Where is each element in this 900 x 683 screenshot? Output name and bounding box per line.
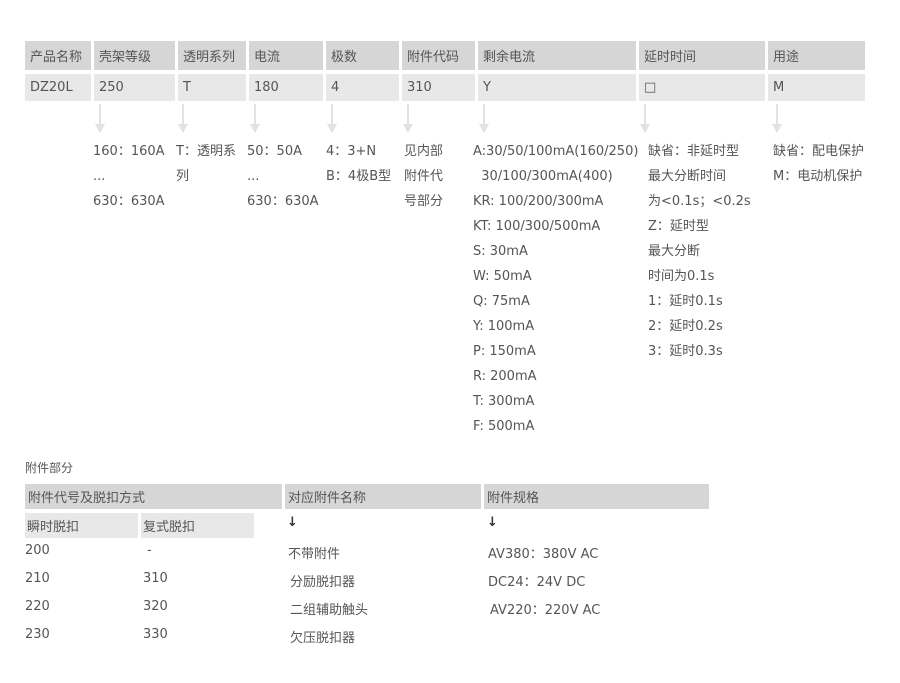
accessory-name: 欠压脱扣器 bbox=[290, 631, 356, 646]
code-value-cell: □ bbox=[639, 74, 765, 101]
description-line: 缺省：非延时型 bbox=[648, 144, 740, 159]
compound-trip-code: - bbox=[147, 543, 152, 558]
down-arrow-icon: ↓ bbox=[487, 515, 498, 530]
code-value-cell: DZ20L bbox=[25, 74, 91, 101]
code-description: 4：3+N B：4极B型 bbox=[326, 139, 391, 189]
description-line: 号部分 bbox=[404, 194, 444, 209]
accessory-header-cell: 附件规格 bbox=[484, 484, 709, 509]
description-line: T：透明系 bbox=[176, 144, 236, 159]
code-header-cell: 电流 bbox=[249, 41, 323, 70]
description-line: ... bbox=[247, 169, 260, 184]
description-line: A:30/50/100mA(160/250) bbox=[473, 144, 639, 159]
accessory-subheader-cell: 复式脱扣 bbox=[141, 513, 254, 538]
description-line: 630：630A bbox=[93, 194, 165, 209]
code-header-cell: 产品名称 bbox=[25, 41, 91, 70]
description-line: 附件代 bbox=[404, 169, 444, 184]
compound-trip-code: 320 bbox=[143, 599, 168, 614]
code-header-cell: 附件代码 bbox=[402, 41, 475, 70]
description-line: 最大分断 bbox=[648, 244, 701, 259]
down-arrow-icon bbox=[479, 104, 489, 134]
description-line: B：4极B型 bbox=[326, 169, 392, 184]
description-line: Y: 100mA bbox=[473, 319, 535, 334]
accessory-name: 不带附件 bbox=[288, 547, 341, 562]
code-value-cell: 250 bbox=[94, 74, 175, 101]
code-description: A:30/50/100mA(160/250) 30/100/300mA(400)… bbox=[473, 139, 638, 439]
down-arrow-icon bbox=[95, 104, 105, 134]
code-value-cell: M bbox=[768, 74, 865, 101]
code-header-cell: 延时时间 bbox=[639, 41, 765, 70]
code-header-cell: 壳架等级 bbox=[94, 41, 175, 70]
instant-trip-code: 220 bbox=[25, 599, 50, 614]
code-description: T：透明系列 bbox=[176, 139, 236, 189]
description-line: 160：160A bbox=[93, 144, 165, 159]
down-arrow-icon bbox=[178, 104, 188, 134]
accessory-header-cell: 附件代号及脱扣方式 bbox=[25, 484, 282, 509]
description-line: 为<0.1s；<0.2s bbox=[648, 194, 751, 209]
accessory-name: 二组辅助触头 bbox=[290, 603, 369, 618]
description-line: T: 300mA bbox=[473, 394, 535, 409]
section-title: 附件部分 bbox=[25, 461, 74, 475]
instant-trip-code: 230 bbox=[25, 627, 50, 642]
description-line: 时间为0.1s bbox=[648, 269, 715, 284]
description-line: 4：3+N bbox=[326, 144, 377, 159]
description-line: 630：630A bbox=[247, 194, 319, 209]
code-header-cell: 透明系列 bbox=[178, 41, 246, 70]
compound-trip-code: 310 bbox=[143, 571, 168, 586]
description-line: 见内部 bbox=[404, 144, 444, 159]
down-arrow-icon bbox=[640, 104, 650, 134]
code-value-cell: T bbox=[178, 74, 246, 101]
description-line: ... bbox=[93, 169, 106, 184]
description-line: 最大分断时间 bbox=[648, 169, 727, 184]
code-header-cell: 剩余电流 bbox=[478, 41, 636, 70]
description-line: 50：50A bbox=[247, 144, 302, 159]
description-line: 缺省：配电保护 bbox=[773, 144, 865, 159]
code-description: 缺省：配电保护 M：电动机保护 bbox=[773, 139, 864, 189]
code-description: 缺省：非延时型 最大分断时间为<0.1s；<0.2s Z：延时型最大分断时间为0.1… bbox=[648, 139, 751, 364]
description-line: R: 200mA bbox=[473, 369, 537, 384]
description-line: P: 150mA bbox=[473, 344, 536, 359]
description-line: 3：延时0.3s bbox=[648, 344, 723, 359]
accessory-spec: AV220：220V AC bbox=[490, 603, 601, 618]
code-value-cell: Y bbox=[478, 74, 636, 101]
code-description: 160：160A... 630：630A bbox=[93, 139, 165, 214]
code-description: 见内部 附件代 号部分 bbox=[404, 139, 443, 214]
accessory-header-cell: 对应附件名称 bbox=[285, 484, 481, 509]
instant-trip-code: 200 bbox=[25, 543, 50, 558]
code-value-cell: 4 bbox=[326, 74, 399, 101]
accessory-subheader-cell: 瞬时脱扣 bbox=[25, 513, 138, 538]
description-line: F: 500mA bbox=[473, 419, 535, 434]
description-line: KR: 100/200/300mA bbox=[473, 194, 604, 209]
description-line: 列 bbox=[176, 169, 190, 184]
accessory-spec: AV380：380V AC bbox=[488, 547, 599, 562]
description-line: 30/100/300mA(400) bbox=[473, 169, 613, 184]
down-arrow-icon bbox=[327, 104, 337, 134]
code-header-cell: 用途 bbox=[768, 41, 865, 70]
description-line: KT: 100/300/500mA bbox=[473, 219, 601, 234]
accessory-name: 分励脱扣器 bbox=[290, 575, 356, 590]
compound-trip-code: 330 bbox=[143, 627, 168, 642]
down-arrow-icon bbox=[772, 104, 782, 134]
accessory-spec: DC24：24V DC bbox=[488, 575, 586, 590]
description-line: W: 50mA bbox=[473, 269, 532, 284]
down-arrow-icon: ↓ bbox=[287, 515, 298, 530]
code-value-cell: 310 bbox=[402, 74, 475, 101]
code-header-cell: 极数 bbox=[326, 41, 399, 70]
code-description: 50：50A... 630：630A bbox=[247, 139, 319, 214]
down-arrow-icon bbox=[403, 104, 413, 134]
description-line: 1：延时0.1s bbox=[648, 294, 723, 309]
description-line: M：电动机保护 bbox=[773, 169, 863, 184]
description-line: 2：延时0.2s bbox=[648, 319, 723, 334]
down-arrow-icon bbox=[250, 104, 260, 134]
description-line: Z：延时型 bbox=[648, 219, 709, 234]
code-value-cell: 180 bbox=[249, 74, 323, 101]
instant-trip-code: 210 bbox=[25, 571, 50, 586]
description-line: S: 30mA bbox=[473, 244, 528, 259]
description-line: Q: 75mA bbox=[473, 294, 530, 309]
